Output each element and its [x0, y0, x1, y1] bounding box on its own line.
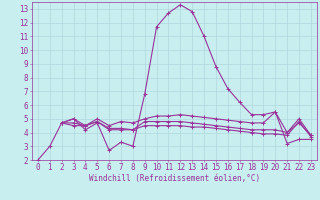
X-axis label: Windchill (Refroidissement éolien,°C): Windchill (Refroidissement éolien,°C) [89, 174, 260, 183]
